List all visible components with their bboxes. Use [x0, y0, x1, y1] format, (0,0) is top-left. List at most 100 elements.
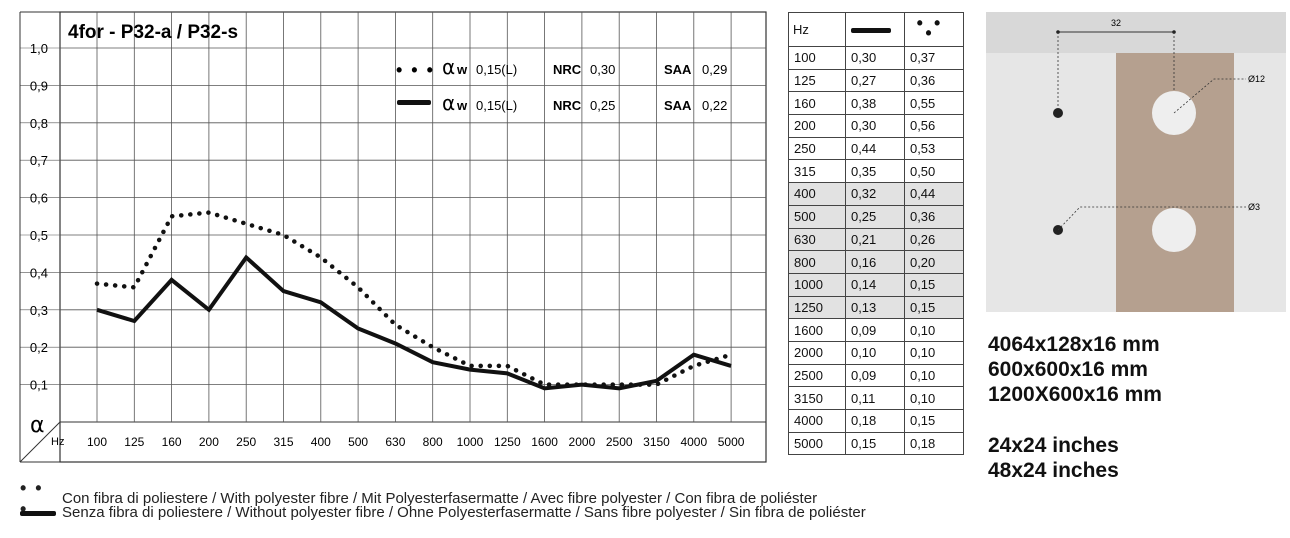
table-cell-dotted: 0,15	[903, 272, 965, 297]
table-cell-dotted: 0,36	[903, 204, 965, 229]
legend-label-solid: Senza fibra di poliestere / Without poly…	[62, 504, 866, 521]
table-row: 250 0,44 0,53	[788, 136, 965, 161]
table-header-hz: Hz	[788, 12, 846, 47]
table-cell-solid: 0,09	[844, 363, 905, 388]
table-cell-freq: 315	[788, 159, 846, 184]
chart-annotations: • • • α w 0,15(L) NRC 0,30 SAA 0,29 α w …	[396, 55, 727, 115]
x-tick-label: 250	[236, 435, 256, 449]
x-tick-label: 315	[273, 435, 293, 449]
table-cell-dotted: 0,37	[903, 46, 965, 70]
table-cell-dotted: 0,55	[903, 91, 965, 116]
x-tick-label: 3150	[643, 435, 670, 449]
small-hole-label: Ø3	[1248, 202, 1260, 212]
table-cell-solid: 0,44	[844, 136, 905, 161]
table-cell-solid: 0,14	[844, 272, 905, 297]
panel-hole-diagram: 32 Ø12 Ø3	[986, 12, 1286, 312]
table-cell-freq: 125	[788, 68, 846, 93]
table-cell-dotted: 0,10	[903, 363, 965, 388]
x-tick-label: 5000	[718, 435, 745, 449]
table-cell-solid: 0,11	[844, 386, 905, 410]
table-cell-freq: 100	[788, 46, 846, 70]
y-tick-label: 1,0	[30, 41, 48, 56]
dimension-in-1: 24x24 inches	[988, 434, 1119, 457]
table-cell-dotted: 0,53	[903, 136, 965, 161]
x-tick-label: 1250	[494, 435, 521, 449]
x-tick-label: 4000	[680, 435, 707, 449]
table-cell-dotted: 0,10	[903, 340, 965, 365]
y-tick-label: 0,3	[30, 303, 48, 318]
table-cell-dotted: 0,15	[903, 295, 965, 320]
annot-swatch-dotted: • • •	[396, 60, 435, 80]
table-cell-dotted: 0,10	[903, 318, 965, 342]
series-lines	[94, 210, 734, 391]
x-tick-label: 1000	[457, 435, 484, 449]
table-cell-solid: 0,09	[844, 318, 905, 342]
x-tick-label: 125	[124, 435, 144, 449]
annotation-dotted: • • • α w 0,15(L) NRC 0,30 SAA 0,29	[396, 55, 727, 80]
table-cell-freq: 160	[788, 91, 846, 116]
table-cell-solid: 0,38	[844, 91, 905, 116]
y-tick-label: 0,5	[30, 228, 48, 243]
table-cell-freq: 500	[788, 204, 846, 229]
table-row: 1000 0,14 0,15	[788, 272, 965, 297]
frequency-table-body: Hz • • • 100 0,30 0,37 125 0,27 0,36 160 0,38 0,…	[788, 12, 965, 456]
table-cell-freq: 630	[788, 227, 846, 252]
annot-saa-label: SAA	[664, 62, 692, 77]
table-row: 500 0,25 0,36	[788, 204, 965, 229]
table-cell-dotted: 0,18	[903, 431, 965, 456]
table-row: 5000 0,15 0,18	[788, 431, 965, 456]
marker-dot-top	[1053, 108, 1063, 118]
dimension-mm-1: 4064x128x16 mm	[988, 333, 1160, 356]
legend-swatch-dotted: • • •	[20, 478, 44, 519]
table-cell-solid: 0,13	[844, 295, 905, 320]
y-tick-label: 0,2	[30, 340, 48, 355]
table-cell-dotted: 0,26	[903, 227, 965, 252]
annot-swatch-solid	[397, 100, 431, 105]
annot-nrc-label: NRC	[553, 62, 582, 77]
absorption-chart: 4for - P32-a / P32-s α Hz 1,0 0,9 0,8 0,7 0,…	[19, 11, 767, 463]
dotted-line-swatch: • • •	[916, 12, 944, 43]
table-row: 125 0,27 0,36	[788, 68, 965, 93]
table-row: 100 0,30 0,37	[788, 46, 965, 70]
annot-alpha-sub: w	[456, 98, 468, 113]
frequency-table: Hz • • • 100 0,30 0,37 125 0,27 0,36 160 0,38 0,…	[788, 12, 965, 456]
table-cell-solid: 0,30	[844, 46, 905, 70]
x-tick-label: 160	[162, 435, 182, 449]
annot-saa-value: 0,22	[702, 98, 727, 113]
table-cell-solid: 0,18	[844, 409, 905, 433]
y-axis-label: α	[30, 413, 45, 438]
table-row: 1600 0,09 0,10	[788, 318, 965, 342]
table-row: 2500 0,09 0,10	[788, 363, 965, 388]
legend-swatch-solid	[20, 510, 56, 516]
table-row: 630 0,21 0,26	[788, 227, 965, 252]
y-tick-label: 0,8	[30, 116, 48, 131]
table-cell-freq: 400	[788, 182, 846, 206]
table-cell-freq: 2500	[788, 363, 846, 388]
table-row: 2000 0,10 0,10	[788, 340, 965, 365]
x-tick-label: 2500	[606, 435, 633, 449]
table-cell-solid: 0,30	[844, 114, 905, 138]
dimension-label: 32	[1111, 18, 1121, 28]
annot-saa-value: 0,29	[702, 62, 727, 77]
table-row: 800 0,16 0,20	[788, 250, 965, 274]
table-cell-solid: 0,35	[844, 159, 905, 184]
table-cell-dotted: 0,10	[903, 386, 965, 410]
y-tick-label: 0,4	[30, 265, 48, 280]
table-cell-freq: 5000	[788, 431, 846, 456]
perspective-edge-bottom	[19, 421, 61, 463]
dimension-in-2: 48x24 inches	[988, 459, 1119, 482]
table-cell-freq: 1600	[788, 318, 846, 342]
table-row: 315 0,35 0,50	[788, 159, 965, 184]
table-cell-freq: 250	[788, 136, 846, 161]
chart-frame	[59, 11, 767, 463]
small-hole	[1152, 208, 1196, 252]
table-cell-dotted: 0,36	[903, 68, 965, 93]
series-line-dotted	[94, 210, 734, 387]
table-cell-freq: 200	[788, 114, 846, 138]
table-cell-freq: 3150	[788, 386, 846, 410]
table-row: 160 0,38 0,55	[788, 91, 965, 116]
x-tick-label: 500	[348, 435, 368, 449]
table-cell-dotted: 0,15	[903, 409, 965, 433]
chart-title: 4for - P32-a / P32-s	[68, 22, 238, 43]
annot-alpha-value: 0,15(L)	[476, 62, 517, 77]
